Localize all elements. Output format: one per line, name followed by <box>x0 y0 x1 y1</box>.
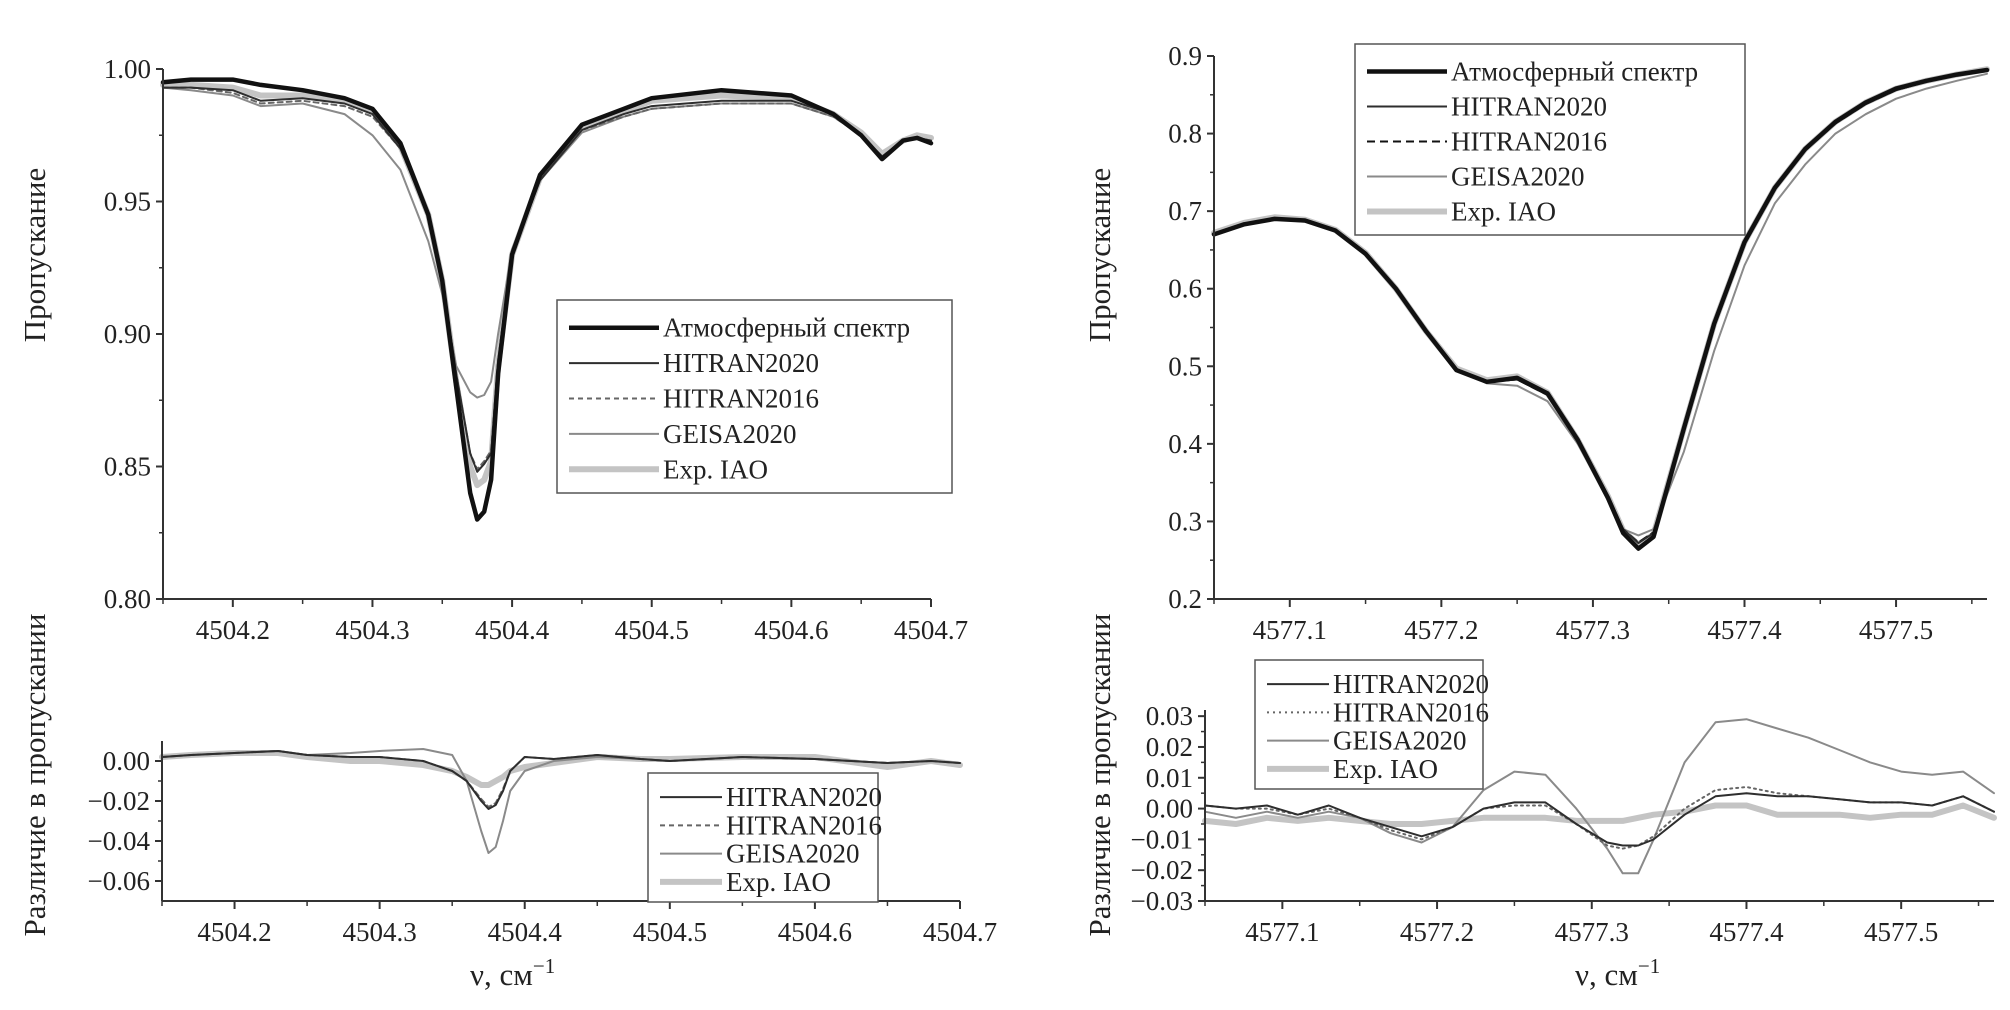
x-tick-label: 4504.4 <box>475 615 550 645</box>
y-tick-label: 0.02 <box>1146 732 1193 762</box>
series-group <box>1202 718 1997 875</box>
legend-label: GEISA2020 <box>726 839 860 869</box>
panel-right-bottom: −0.03−0.02−0.010.000.010.020.03 4577.1 457… <box>1131 659 1997 947</box>
y-tick-label: −0.04 <box>88 826 151 856</box>
legend-label: Атмосферный спектр <box>1451 57 1698 87</box>
y-tick-label: 0.9 <box>1168 41 1202 71</box>
y-tick-label: 0.85 <box>104 452 151 482</box>
legend-label: HITRAN2020 <box>663 348 819 378</box>
y-tick-label: −0.03 <box>1131 886 1193 916</box>
x-label-right: ν, см−1 <box>1575 954 1660 992</box>
y-tick-label: 0.00 <box>103 746 150 776</box>
x-tick-label: 4577.1 <box>1253 615 1327 645</box>
legend-label: Атмосферный спектр <box>663 313 910 343</box>
y-tick-label: −0.06 <box>88 866 150 896</box>
x-label-right-text: ν, см <box>1575 957 1638 992</box>
legend-label: GEISA2020 <box>1333 726 1467 756</box>
y-tick-label: 0.7 <box>1168 196 1202 226</box>
legend-label: Exp. IAO <box>1333 754 1438 784</box>
y-tick-label: 0.2 <box>1168 584 1202 614</box>
x-tick-label: 4577.4 <box>1709 917 1784 947</box>
series-line-geisa2020 <box>1204 718 1995 875</box>
x-tick-label: 4577.5 <box>1859 615 1933 645</box>
legend-label: Exp. IAO <box>726 867 831 897</box>
legend-label: HITRAN2020 <box>726 782 882 812</box>
series-group <box>1211 66 1990 551</box>
panel-left-top: 0.80 0.85 0.90 0.95 1.00 4504.2 4504.3 4504.4 45… <box>104 54 968 645</box>
legend-label: HITRAN2020 <box>1451 92 1607 122</box>
legend-label: HITRAN2016 <box>1451 127 1607 157</box>
legend: Атмосферный спектр HITRAN2020 HITRAN2016 GE… <box>1354 43 1746 236</box>
legend-label: GEISA2020 <box>1451 162 1585 192</box>
x-tick-label: 4504.5 <box>633 917 707 947</box>
legend-label: Exp. IAO <box>1451 197 1556 227</box>
y-tick-label: 0.8 <box>1168 119 1202 149</box>
y-tick-label: 0.00 <box>1146 794 1193 824</box>
series-group <box>160 77 934 522</box>
y-tick-label: 0.80 <box>104 584 151 614</box>
y-tick-label: 0.03 <box>1146 701 1193 731</box>
panel-right-top: 0.2 0.3 0.4 0.5 0.6 0.7 0.8 0.9 4577.1 4577.2 4577… <box>1168 41 1990 645</box>
y-tick-label: 1.00 <box>104 54 151 84</box>
legend-label: GEISA2020 <box>663 419 797 449</box>
legend-box <box>1354 43 1746 236</box>
series-line-hitran2020 <box>1204 792 1995 847</box>
x-tick-label: 4577.3 <box>1556 615 1630 645</box>
x-tick-label: 4504.6 <box>778 917 852 947</box>
y-tick-label: 0.6 <box>1168 274 1202 304</box>
x-tick-label: 4504.3 <box>335 615 409 645</box>
legend-box <box>556 299 953 494</box>
y-tick-label: 0.95 <box>104 187 151 217</box>
y-tick-label: 0.90 <box>104 319 151 349</box>
x-label-left: ν, см−1 <box>470 954 555 992</box>
series-group <box>159 748 963 854</box>
y-tick-label: 0.5 <box>1168 351 1202 381</box>
series-line-hitran2020 <box>161 750 961 810</box>
y-tick-label: 0.3 <box>1168 506 1202 536</box>
legend-label: Exp. IAO <box>663 454 768 484</box>
x-label-left-sup: −1 <box>533 954 555 978</box>
x-tick-label: 4577.2 <box>1400 917 1474 947</box>
y-label-right-bottom: Различие в пропускании <box>1082 614 1117 937</box>
x-tick-label: 4577.4 <box>1707 615 1782 645</box>
y-tick-label: −0.02 <box>1131 855 1193 885</box>
legend: Атмосферный спектр HITRAN2020 HITRAN2016 GE… <box>556 299 953 494</box>
y-tick-label: −0.01 <box>1131 824 1193 854</box>
y-label-right-top: Пропускание <box>1082 168 1117 343</box>
y-label-left-top: Пропускание <box>17 168 52 343</box>
x-tick-label: 4504.6 <box>754 615 828 645</box>
x-tick-label: 4504.2 <box>197 917 271 947</box>
y-tick-label: 0.4 <box>1168 429 1202 459</box>
series-line-exp-iao <box>1202 802 1997 827</box>
x-tick-label: 4577.2 <box>1404 615 1478 645</box>
x-tick-label: 4504.7 <box>923 917 997 947</box>
panel-left-bottom: −0.06 −0.04 −0.02 0.00 4504.2 4504.3 4504.4 450… <box>88 741 997 947</box>
legend-label: HITRAN2016 <box>1333 697 1489 727</box>
series-line-атмосферный-спектр <box>160 77 934 522</box>
x-tick-label: 4577.5 <box>1864 917 1938 947</box>
x-tick-label: 4577.1 <box>1245 917 1319 947</box>
x-tick-label: 4577.3 <box>1555 917 1629 947</box>
y-tick-label: 0.01 <box>1146 763 1193 793</box>
x-tick-label: 4504.3 <box>343 917 417 947</box>
y-tick-label: −0.02 <box>88 786 150 816</box>
x-tick-label: 4504.7 <box>894 615 968 645</box>
legend-label: HITRAN2016 <box>663 384 819 414</box>
x-tick-label: 4504.2 <box>196 615 270 645</box>
legend-label: HITRAN2020 <box>1333 669 1489 699</box>
y-label-left-bottom: Различие в пропускании <box>17 614 52 937</box>
series-line-атмосферный-спектр <box>1211 67 1990 551</box>
x-tick-label: 4504.4 <box>488 917 563 947</box>
x-label-right-sup: −1 <box>1638 954 1660 978</box>
x-tick-label: 4504.5 <box>615 615 689 645</box>
x-label-left-text: ν, см <box>470 957 533 992</box>
legend-label: HITRAN2016 <box>726 810 882 840</box>
